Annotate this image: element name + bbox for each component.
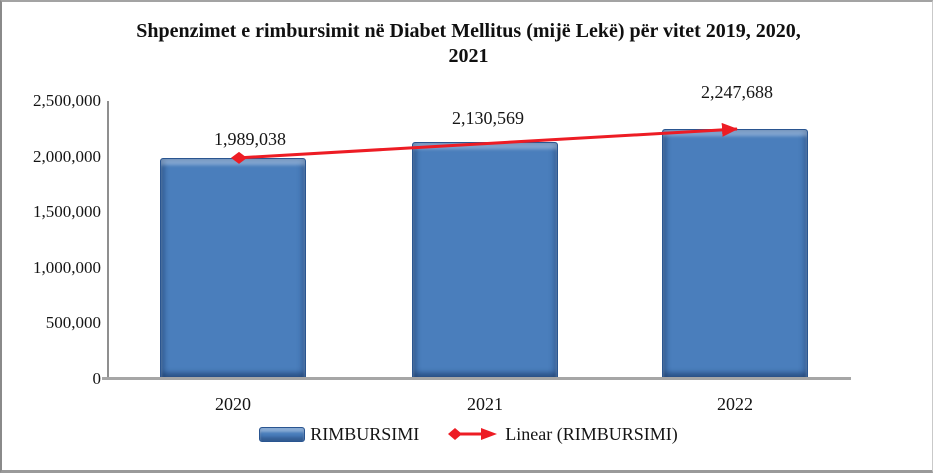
chart-title: Shpenzimet e rimbursimit në Diabet Melli…: [2, 19, 932, 69]
legend-bar-swatch-icon: [259, 426, 306, 442]
x-axis-label-2020: 2020: [215, 394, 251, 414]
y-axis-tick-2000000: 2,000,000: [33, 147, 101, 166]
bar-2021: [412, 142, 558, 379]
y-axis-tick-1000000: 1,000,000: [33, 258, 101, 277]
legend-line-label: Linear (RIMBURSIMI): [505, 424, 678, 444]
chart-title-line2: 2021: [448, 45, 489, 67]
y-axis-tick-1500000: 1,500,000: [33, 202, 101, 221]
value-label-2022: 2,247,688: [701, 82, 773, 102]
value-label-2020: 1,989,038: [214, 129, 286, 149]
y-axis-tick-2500000: 2,500,000: [33, 91, 101, 110]
x-axis-line: [102, 377, 851, 380]
legend-bar-label: RIMBURSIMI: [310, 424, 420, 444]
bar-2020: [160, 157, 306, 379]
legend-trendline-icon: [448, 428, 498, 440]
y-axis-line: [107, 101, 109, 379]
bar-2022: [662, 129, 808, 379]
legend-spacer: [419, 434, 447, 435]
y-axis-tick-0: 0: [92, 369, 102, 388]
y-axis-tick-500000: 500,000: [45, 313, 101, 332]
x-axis-label-2022: 2022: [717, 394, 753, 414]
value-label-2021: 2,130,569: [452, 108, 524, 128]
chart-title-line1: Shpenzimet e rimbursimit në Diabet Melli…: [136, 20, 801, 42]
x-axis-label-2021: 2021: [467, 394, 503, 414]
chart-legend: RIMBURSIMI Linear (RIMBURSIMI): [2, 422, 932, 446]
